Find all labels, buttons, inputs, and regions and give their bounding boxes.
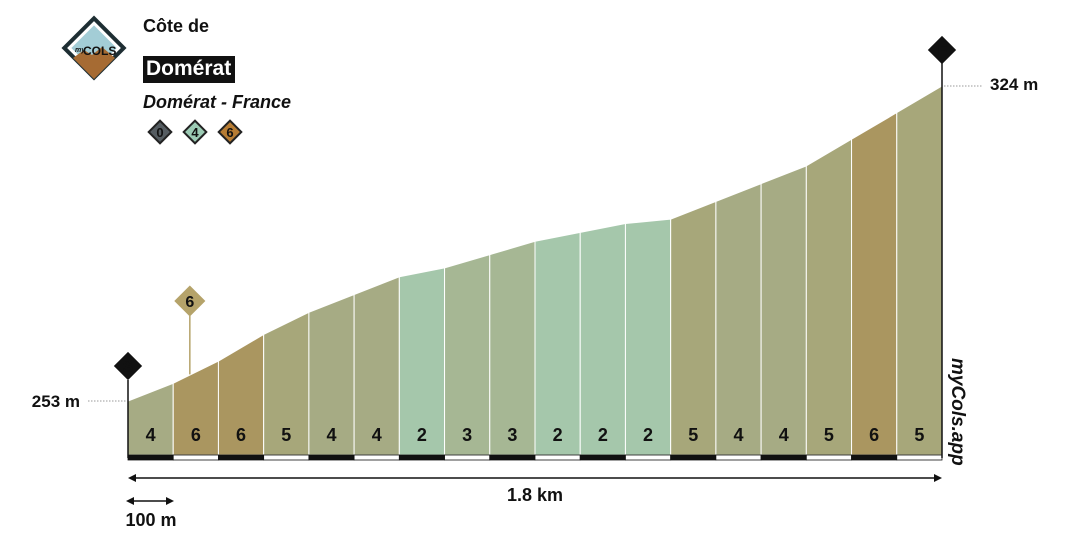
scale-bar-segment — [579, 454, 626, 461]
scale-bar-segment — [805, 454, 852, 461]
segment-gradient-label: 5 — [824, 425, 834, 445]
difficulty-ratings: 0 4 6 — [147, 119, 243, 145]
profile-segment — [851, 111, 898, 456]
segment-gradient-label: 6 — [236, 425, 246, 445]
finish-marker: F — [927, 35, 957, 65]
scale-bar-segment — [308, 454, 355, 461]
segment-gradient-label: 2 — [417, 425, 427, 445]
segment-gradient-label: 4 — [146, 425, 156, 445]
profile-segment — [579, 222, 626, 456]
profile-segment — [624, 218, 672, 456]
max-gradient-label: 6 — [185, 294, 194, 311]
start-marker-label: S — [123, 359, 134, 376]
segment-gradient-label: 3 — [507, 425, 517, 445]
start-marker: S — [113, 351, 143, 381]
climb-location: Domérat - France — [143, 92, 292, 112]
profile-segment — [715, 182, 762, 456]
difficulty-rating: 4 — [182, 119, 208, 145]
scale-bar-segment — [851, 454, 898, 461]
scale-bar-segment — [760, 454, 807, 461]
difficulty-rating: 6 — [217, 119, 243, 145]
max-gradient-marker: 6 — [174, 285, 206, 317]
profile-segment — [489, 240, 536, 456]
finish-elevation-label: 324 m — [990, 75, 1038, 94]
segment-gradient-label: 5 — [281, 425, 291, 445]
profile-segments — [127, 85, 943, 456]
scale-bar-segment — [172, 454, 219, 461]
profile-segment — [805, 138, 853, 456]
difficulty-rating: 0 — [147, 119, 173, 145]
total-distance-label: 1.8 km — [507, 485, 563, 505]
total-distance-arrow — [128, 474, 942, 482]
segment-gradient-label: 6 — [191, 425, 201, 445]
segment-gradient-label: 2 — [553, 425, 563, 445]
scale-bar-segment — [670, 454, 717, 461]
scale-bar-segment — [263, 454, 310, 461]
scale-bar-segment — [127, 454, 174, 461]
logo-small-text: my — [75, 47, 86, 54]
segment-gradient-label: 5 — [914, 425, 924, 445]
segment-gradient-label: 2 — [643, 425, 653, 445]
distance-scale-bar — [127, 454, 943, 461]
scale-arrow — [126, 497, 174, 505]
start-elevation-label: 253 m — [32, 392, 80, 411]
brand-watermark: myCols.app — [947, 358, 968, 466]
scale-bar-segment — [489, 454, 536, 461]
scale-bar-segment — [896, 454, 943, 461]
scale-bar-segment — [715, 454, 762, 461]
scale-bar-segment — [444, 454, 491, 461]
mycols-logo: my COLS — [61, 15, 127, 81]
climb-type-label: Côte de — [143, 16, 210, 36]
difficulty-rating-label: 4 — [191, 125, 199, 140]
segment-gradient-label: 5 — [688, 425, 698, 445]
profile-segment — [670, 200, 717, 456]
scale-bar-segment — [398, 454, 445, 461]
segment-gradient-label: 4 — [372, 425, 382, 445]
climb-title: Domérat — [143, 56, 236, 83]
segment-gradient-label: 4 — [326, 425, 336, 445]
profile-segment — [760, 165, 807, 456]
logo-big-text: COLS — [83, 44, 116, 58]
scale-bar-segment — [625, 454, 672, 461]
difficulty-rating-label: 6 — [226, 125, 233, 140]
gradient-labels: 4 6 6 5 4 4 2 3 3 2 2 2 5 4 4 5 6 5 — [146, 425, 925, 445]
profile-segment — [896, 85, 943, 456]
profile-segment — [534, 231, 581, 456]
segment-gradient-label: 4 — [733, 425, 743, 445]
segment-gradient-label: 4 — [779, 425, 789, 445]
segment-gradient-label: 6 — [869, 425, 879, 445]
segment-gradient-label: 3 — [462, 425, 472, 445]
difficulty-rating-label: 0 — [156, 125, 163, 140]
scale-bar-segment — [534, 454, 581, 461]
segment-gradient-label: 2 — [598, 425, 608, 445]
finish-marker-label: F — [937, 43, 947, 60]
scale-label: 100 m — [125, 510, 176, 530]
scale-bar-segment — [353, 454, 400, 461]
scale-bar-segment — [218, 454, 265, 461]
